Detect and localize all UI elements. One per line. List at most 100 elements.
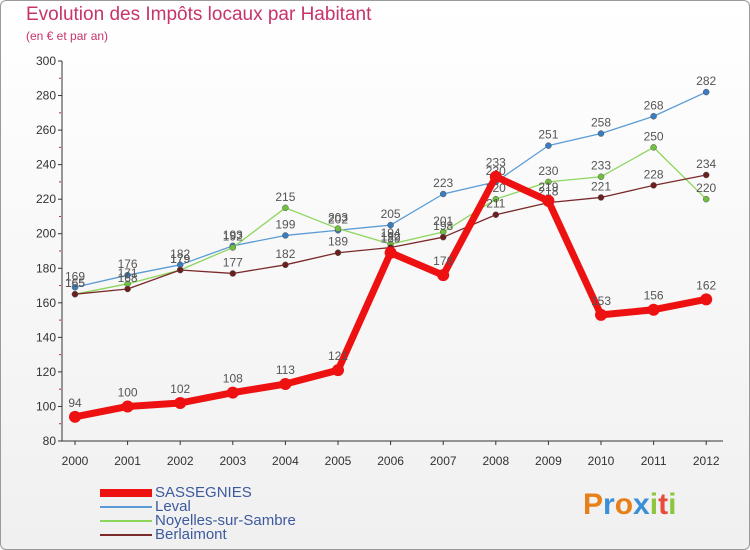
data-label-berlaimont: 198 <box>433 219 453 233</box>
y-tick-label: 260 <box>36 123 56 137</box>
x-tick-label: 2011 <box>641 454 667 468</box>
data-label-berlaimont: 192 <box>381 230 401 244</box>
x-tick-label: 2007 <box>430 454 457 468</box>
data-point-berlaimont <box>282 261 289 269</box>
x-tick-label: 2005 <box>325 454 352 468</box>
data-point-noyelles-sur-sambre <box>597 173 605 180</box>
data-label-berlaimont: 168 <box>118 271 138 285</box>
data-label-leval: 202 <box>328 212 348 226</box>
data-label-leval: 251 <box>538 128 558 142</box>
x-tick-label: 2009 <box>535 454 562 468</box>
logo-letter: x <box>633 488 650 521</box>
y-tick-label: 220 <box>36 192 56 206</box>
data-point-sassegnies <box>226 386 239 399</box>
data-label-berlaimont: 221 <box>591 179 611 193</box>
data-label-sassegnies: 100 <box>118 385 138 399</box>
data-label-leval: 223 <box>433 176 453 190</box>
legend-swatch <box>100 506 152 508</box>
data-label-berlaimont: 234 <box>696 157 716 171</box>
data-point-berlaimont <box>71 290 79 298</box>
data-point-sassegnies <box>69 410 81 423</box>
x-tick-label: 2008 <box>482 454 509 468</box>
data-point-berlaimont <box>229 270 237 277</box>
legend-item-noyelles-sur-sambre: Noyelles-sur-Sambre <box>100 512 296 529</box>
data-point-leval <box>71 284 79 291</box>
y-tick-label: 300 <box>36 54 56 68</box>
logo-letter: o <box>614 488 634 521</box>
data-point-berlaimont <box>702 171 710 179</box>
data-label-leval: 182 <box>170 247 190 261</box>
logo-letter: P <box>583 488 604 521</box>
data-point-berlaimont <box>650 182 657 189</box>
data-label-noyelles-sur-sambre: 194 <box>381 226 401 240</box>
data-point-berlaimont <box>439 233 447 241</box>
data-label-noyelles-sur-sambre: 192 <box>223 230 243 244</box>
logo-letter: r <box>603 488 615 521</box>
data-point-leval <box>702 88 710 96</box>
data-point-berlaimont <box>492 211 500 218</box>
data-point-noyelles-sur-sambre <box>702 195 710 203</box>
x-tick-label: 2000 <box>62 454 89 468</box>
data-point-noyelles-sur-sambre <box>334 225 342 232</box>
logo-letter: i <box>668 488 677 521</box>
y-tick-label: 280 <box>36 89 56 103</box>
legend-swatch <box>100 489 152 497</box>
x-tick-label: 2003 <box>219 454 246 468</box>
data-label-noyelles-sur-sambre: 165 <box>65 276 85 290</box>
legend-item-leval: Leval <box>100 498 296 515</box>
data-label-sassegnies: 113 <box>276 363 295 377</box>
data-point-noyelles-sur-sambre <box>650 144 657 151</box>
data-point-sassegnies <box>332 364 344 377</box>
x-tick-label: 2006 <box>377 454 404 468</box>
data-label-berlaimont: 179 <box>170 252 190 266</box>
data-label-leval: 199 <box>275 217 295 231</box>
data-label-leval: 282 <box>696 74 716 88</box>
data-label-berlaimont: 189 <box>328 235 348 249</box>
data-label-noyelles-sur-sambre: 201 <box>433 214 453 228</box>
data-point-berlaimont <box>597 194 605 201</box>
data-label-berlaimont: 177 <box>223 255 243 269</box>
data-point-leval <box>597 130 605 137</box>
legend-label: Berlaimont <box>155 526 227 543</box>
data-point-sassegnies <box>647 303 660 316</box>
data-label-leval: 205 <box>381 207 401 221</box>
data-point-noyelles-sur-sambre <box>229 244 237 251</box>
data-label-noyelles-sur-sambre: 179 <box>170 252 190 266</box>
data-label-berlaimont: 165 <box>65 276 85 290</box>
data-point-leval <box>545 142 552 149</box>
legend-swatch <box>100 520 152 522</box>
data-point-sassegnies <box>384 246 397 259</box>
data-label-sassegnies: 156 <box>644 289 664 303</box>
data-label-sassegnies: 102 <box>170 382 190 396</box>
data-label-berlaimont: 228 <box>644 167 664 181</box>
data-label-leval: 193 <box>223 228 243 242</box>
data-point-sassegnies <box>700 293 713 306</box>
data-point-leval <box>439 190 447 198</box>
y-tick-label: 140 <box>36 330 56 344</box>
data-label-noyelles-sur-sambre: 230 <box>538 164 558 178</box>
data-label-sassegnies: 176 <box>433 254 453 268</box>
data-label-noyelles-sur-sambre: 203 <box>328 211 348 225</box>
data-label-sassegnies: 108 <box>223 372 243 386</box>
data-point-sassegnies <box>595 308 607 321</box>
data-label-leval: 258 <box>591 116 611 130</box>
legend-label: Noyelles-sur-Sambre <box>155 512 296 529</box>
data-label-sassegnies: 233 <box>486 156 506 170</box>
legend-label: Leval <box>155 498 191 515</box>
x-tick-label: 2002 <box>167 454 194 468</box>
data-point-sassegnies <box>279 378 292 390</box>
y-tick-label: 120 <box>36 365 56 379</box>
data-label-noyelles-sur-sambre: 171 <box>118 266 138 280</box>
data-point-noyelles-sur-sambre <box>492 195 500 203</box>
logo-letter: i <box>649 488 659 521</box>
data-point-noyelles-sur-sambre <box>545 178 552 186</box>
data-label-leval: 176 <box>118 257 138 271</box>
y-tick-label: 80 <box>43 434 57 448</box>
data-point-berlaimont <box>176 266 184 274</box>
data-point-noyelles-sur-sambre <box>282 204 289 212</box>
data-label-berlaimont: 211 <box>486 197 505 211</box>
x-tick-label: 2010 <box>588 454 615 468</box>
legend-item-sassegnies: SASSEGNIES <box>100 485 296 500</box>
data-label-sassegnies: 153 <box>591 294 611 308</box>
